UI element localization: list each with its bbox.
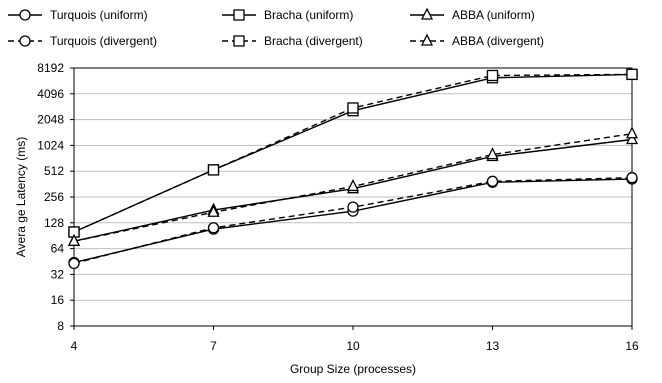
legend-label: Turquois (uniform) [50, 8, 148, 22]
y-tick-label: 4096 [37, 87, 64, 101]
data-point [207, 164, 220, 176]
grid [74, 93, 632, 301]
data-point [626, 172, 638, 184]
y-tick-label: 8192 [37, 61, 64, 75]
legend-item: Bracha (uniform) [222, 8, 353, 22]
data-point [486, 69, 499, 82]
data-point [347, 102, 359, 114]
data-point [67, 233, 81, 246]
data-point [207, 222, 220, 234]
y-axis: 8 16 32 64 128 256 512 1024 2048 4096 8192 [37, 61, 74, 333]
x-axis-title: Group Size (processes) [290, 362, 416, 376]
series-abba-divergent [67, 126, 639, 246]
y-tick-label: 32 [51, 267, 65, 281]
data-point [626, 68, 638, 81]
y-tick-label: 64 [51, 242, 65, 256]
data-point [347, 201, 359, 213]
legend-item: ABBA (uniform) [410, 7, 535, 22]
legend-label: Bracha (divergent) [264, 34, 363, 48]
y-tick-label: 16 [51, 293, 65, 307]
legend-label: ABBA (uniform) [452, 8, 535, 22]
legend-label: Turquois (divergent) [50, 34, 157, 48]
legend-marker [19, 9, 31, 21]
y-tick-label: 8 [57, 319, 64, 333]
data-point [486, 147, 499, 160]
data-point [625, 126, 639, 139]
legend-item: Turquois (divergent) [8, 34, 157, 48]
legend: Turquois (uniform) Bracha (uniform) ABBA (… [8, 7, 544, 48]
data-point [486, 175, 499, 187]
legend-marker [19, 35, 31, 47]
legend-marker [420, 7, 434, 20]
y-tick-label: 1024 [37, 138, 64, 152]
legend-item: Bracha (divergent) [222, 34, 363, 48]
data-point [68, 257, 80, 270]
y-tick-label: 128 [44, 216, 64, 230]
series-bracha-divergent [68, 68, 638, 238]
legend-label: ABBA (divergent) [452, 34, 544, 48]
x-tick-label: 13 [486, 339, 500, 353]
data-point [625, 132, 639, 145]
y-tick-label: 512 [44, 164, 64, 178]
x-tick-label: 10 [346, 339, 360, 353]
x-axis: 4 7 10 13 16 [71, 326, 639, 353]
y-axis-title: Avera ge Latency (ms) [14, 137, 28, 258]
legend-item: ABBA (divergent) [410, 33, 544, 48]
series-turquois-divergent [68, 172, 638, 270]
legend-item: Turquois (uniform) [8, 8, 148, 22]
x-tick-label: 16 [625, 339, 639, 353]
data-point [346, 178, 360, 192]
x-tick-label: 7 [210, 339, 217, 353]
legend-label: Bracha (uniform) [264, 8, 353, 22]
legend-marker [420, 33, 434, 46]
data-point [207, 204, 220, 217]
y-tick-label: 256 [44, 190, 64, 204]
legend-marker [233, 35, 245, 47]
legend-marker [233, 9, 245, 21]
x-tick-label: 4 [71, 339, 78, 353]
series-layer [67, 68, 639, 270]
y-tick-label: 2048 [37, 113, 64, 127]
